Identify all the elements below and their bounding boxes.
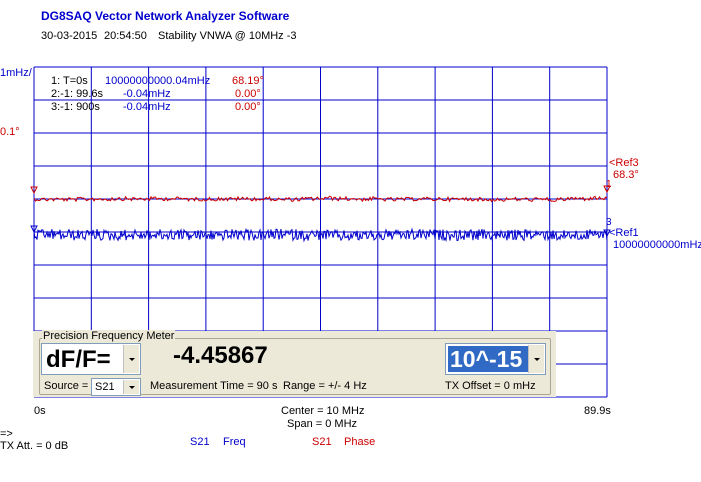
mode-select[interactable]: dF/F= — [41, 343, 141, 375]
source-select[interactable]: S21 — [91, 378, 141, 396]
x-stop-label: 89.9s — [584, 405, 611, 417]
trace1-type[interactable]: Freq — [223, 436, 246, 448]
marker-2-phase: 0.00° — [235, 88, 261, 100]
meter-groupbox — [39, 338, 551, 395]
trace2-type[interactable]: Phase — [344, 436, 376, 448]
measurement-time: Measurement Time = 90 s — [150, 380, 278, 392]
marker-3-label: 3:-1: 900s — [51, 101, 100, 113]
trace1-param[interactable]: S21 — [190, 436, 210, 448]
phase-trace — [33, 195, 608, 203]
meter-value: -4.45867 — [173, 342, 268, 369]
marker-digit-3: 3 — [606, 217, 612, 228]
status-arrow: => — [0, 428, 13, 440]
ref3-label: <Ref3 — [609, 157, 639, 169]
meter-title: Precision Frequency Meter — [42, 330, 176, 342]
time-readout: 20:54:50 — [104, 30, 147, 42]
center-label: Center = 10 MHz — [281, 405, 365, 417]
marker-2-label: 2:-1: 99.6s — [51, 88, 103, 100]
trace2-param[interactable]: S21 — [312, 436, 332, 448]
ref3-value: 68.3° — [613, 169, 639, 181]
marker-2-freq: -0.04mHz — [123, 88, 171, 100]
marker-3-phase: 0.00° — [235, 101, 261, 113]
precision-frequency-meter: Precision Frequency Meter dF/F= -4.45867… — [33, 330, 556, 397]
marker-right-blue-icon — [603, 229, 611, 238]
tx-attenuation: TX Att. = 0 dB — [0, 440, 69, 452]
marker-left-blue-icon — [30, 225, 38, 234]
x-start-label: 0s — [34, 405, 46, 417]
tx-offset: TX Offset = 0 mHz — [445, 380, 536, 392]
phase-scale-label: 0.1° — [0, 126, 20, 138]
ref1-label: <Ref1 — [609, 227, 639, 239]
marker-left-red-icon — [30, 186, 38, 195]
freq-scale-label: 1mHz/ — [0, 67, 32, 79]
marker-digit-1: 1 — [606, 179, 612, 190]
chevron-down-icon[interactable] — [528, 345, 544, 373]
exponent-select[interactable]: 10^-15 — [445, 343, 546, 375]
app-title: DG8SAQ Vector Network Analyzer Software — [41, 9, 290, 23]
measurement-title: Stability VNWA @ 10MHz -3 — [158, 30, 297, 42]
freq-trace — [33, 227, 608, 243]
range-label: Range = +/- 4 Hz — [283, 380, 367, 392]
ref1-value: 10000000000mHz — [613, 239, 701, 251]
source-label: Source = — [44, 380, 89, 392]
chevron-down-icon[interactable] — [123, 345, 139, 373]
marker-3-freq: -0.04mHz — [123, 101, 171, 113]
exponent-value: 10^-15 — [448, 346, 528, 372]
date-readout: 30-03-2015 — [41, 30, 98, 42]
marker-right-red-icon — [603, 185, 611, 194]
chevron-down-icon[interactable] — [123, 380, 139, 394]
marker-1-label: 1: T=0s — [51, 75, 88, 87]
marker-1-freq: 10000000000.04mHz — [105, 75, 211, 87]
mode-value: dF/F= — [46, 346, 111, 373]
source-value: S21 — [95, 381, 115, 393]
span-label: Span = 0 MHz — [287, 418, 358, 430]
marker-1-phase: 68.19° — [232, 75, 264, 87]
